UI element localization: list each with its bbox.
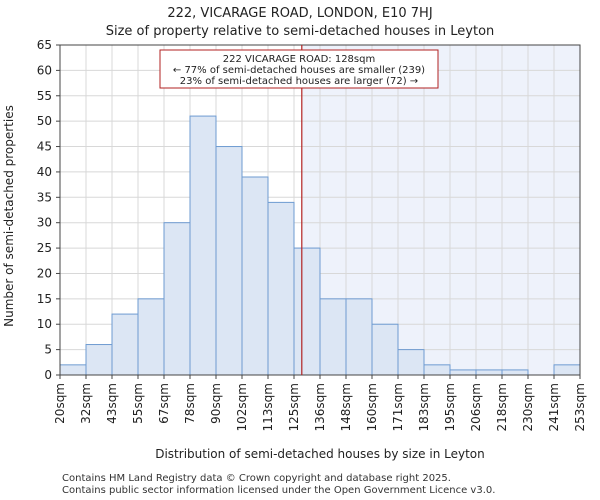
chart-subtitle: Size of property relative to semi-detach…	[105, 24, 495, 39]
y-tick-label: 40	[37, 165, 52, 179]
y-tick-label: 50	[37, 114, 52, 128]
y-tick-label: 55	[37, 89, 52, 103]
x-tick-label: 125sqm	[287, 383, 301, 431]
x-tick-label: 171sqm	[391, 383, 405, 431]
y-axis-label: Number of semi-detached properties	[2, 105, 16, 327]
annotation-line: ← 77% of semi-detached houses are smalle…	[173, 65, 425, 76]
x-tick-label: 241sqm	[547, 383, 561, 431]
x-tick-label: 136sqm	[313, 383, 327, 431]
x-tick-label: 148sqm	[339, 383, 353, 431]
x-tick-label: 32sqm	[79, 383, 93, 424]
bar	[189, 115, 217, 376]
x-tick-label: 160sqm	[365, 383, 379, 431]
y-tick-label: 15	[37, 292, 52, 306]
chart-title: 222, VICARAGE ROAD, LONDON, E10 7HJ	[167, 6, 433, 21]
bar	[267, 201, 295, 376]
y-tick-label: 10	[37, 317, 52, 331]
bar	[137, 298, 165, 376]
x-tick-label: 218sqm	[495, 383, 509, 431]
bar	[293, 247, 321, 376]
y-tick-label: 30	[37, 216, 52, 230]
x-axis-label: Distribution of semi-detached houses by …	[155, 447, 485, 461]
bar	[163, 222, 191, 376]
y-tick-label: 20	[37, 266, 52, 280]
bar	[397, 349, 425, 376]
y-tick-label: 25	[37, 241, 52, 255]
y-tick-label: 60	[37, 63, 52, 77]
footer-licence: Contains public sector information licen…	[62, 485, 496, 496]
y-tick-label: 65	[37, 38, 52, 52]
x-tick-label: 20sqm	[53, 383, 67, 424]
x-tick-label: 253sqm	[573, 383, 587, 431]
annotation-box	[159, 49, 439, 89]
x-tick-label: 43sqm	[105, 383, 119, 424]
footer-copyright: Contains HM Land Registry data © Crown c…	[62, 473, 451, 484]
bar	[475, 369, 503, 376]
x-tick-label: 55sqm	[131, 383, 145, 424]
y-tick-label: 45	[37, 140, 52, 154]
bar	[501, 369, 529, 376]
bar	[59, 364, 87, 376]
bar	[449, 369, 477, 376]
x-tick-label: 78sqm	[183, 383, 197, 424]
bar	[215, 146, 243, 376]
bar	[345, 298, 373, 376]
histogram-chart: 0 5 10 15 20 25 30 35 40 45 50 55 60 65 20sqm 32sqm 43s…	[2, 38, 587, 461]
bar	[423, 364, 451, 376]
x-tick-label: 195sqm	[443, 383, 457, 431]
x-tick-label: 102sqm	[235, 383, 249, 431]
x-tick-label: 90sqm	[209, 383, 223, 424]
y-tick-label: 5	[44, 343, 52, 357]
x-tick-label: 113sqm	[261, 383, 275, 431]
x-tick-label: 67sqm	[157, 383, 171, 424]
annotation-line: 23% of semi-detached houses are larger (…	[180, 76, 418, 87]
y-tick-label: 0	[44, 368, 52, 382]
y-tick-label: 35	[37, 190, 52, 204]
bar	[371, 323, 399, 376]
x-tick-label: 206sqm	[469, 383, 483, 431]
bar	[319, 298, 347, 376]
x-tick-label: 183sqm	[417, 383, 431, 431]
bar	[111, 313, 139, 376]
bar	[85, 344, 113, 376]
x-tick-label: 230sqm	[521, 383, 535, 431]
annotation-line: 222 VICARAGE ROAD: 128sqm	[223, 54, 375, 65]
bar	[241, 176, 269, 376]
bar	[553, 364, 581, 376]
